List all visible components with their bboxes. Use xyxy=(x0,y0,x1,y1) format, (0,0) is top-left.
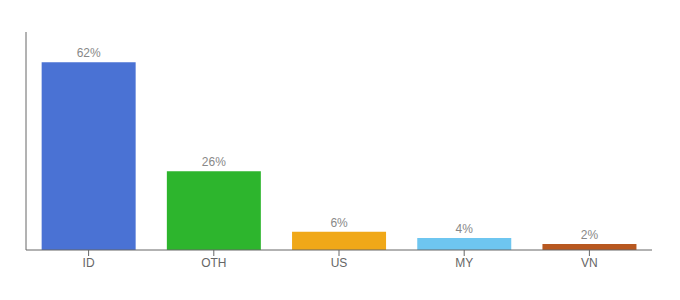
svg-text:OTH: OTH xyxy=(201,256,226,270)
svg-text:4%: 4% xyxy=(456,222,474,236)
svg-text:ID: ID xyxy=(83,256,95,270)
svg-text:MY: MY xyxy=(455,256,473,270)
svg-text:62%: 62% xyxy=(77,46,101,60)
svg-text:2%: 2% xyxy=(581,228,599,242)
svg-text:6%: 6% xyxy=(330,216,348,230)
svg-text:US: US xyxy=(331,256,348,270)
svg-text:26%: 26% xyxy=(202,155,226,169)
svg-text:VN: VN xyxy=(581,256,598,270)
